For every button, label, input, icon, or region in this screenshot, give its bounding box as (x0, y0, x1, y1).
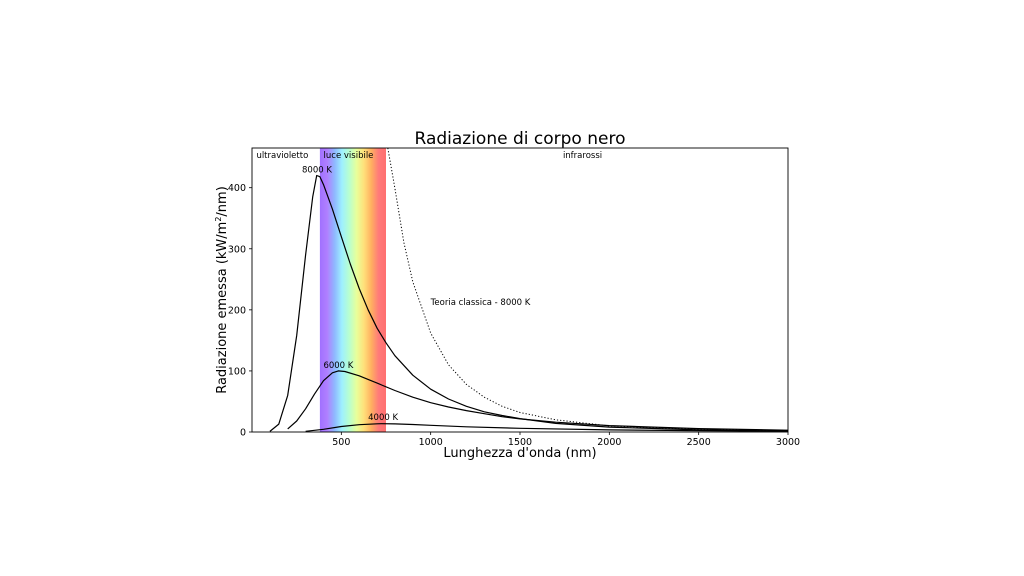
y-tick-label: 400 (228, 183, 246, 194)
region-labels: ultravioletto luce visibile infrarossi (256, 151, 602, 161)
chart-title: Radiazione di corpo nero (415, 129, 626, 149)
curve-label: 4000 K (368, 413, 398, 423)
curve-label: Teoria classica - 8000 K (430, 298, 531, 308)
x-axis-ticks: 500 1000 1500 2000 2500 3000 (332, 432, 800, 448)
y-axis-label-sup: 2 (214, 217, 223, 222)
region-label: infrarossi (563, 151, 602, 161)
y-tick-label: 200 (228, 305, 246, 316)
curve-label: 8000 K (302, 165, 332, 175)
y-tick-label: 0 (240, 428, 246, 439)
series-line-4000k (305, 423, 788, 432)
y-axis-label-end: /nm) (215, 186, 230, 216)
y-tick-label: 300 (228, 244, 246, 255)
x-tick-label: 3000 (776, 437, 800, 448)
x-tick-label: 2500 (687, 437, 711, 448)
y-tick-label: 100 (228, 366, 246, 377)
region-label: luce visibile (324, 151, 374, 161)
curve-label: 6000 K (323, 361, 353, 371)
x-tick-label: 1000 (419, 437, 443, 448)
curve-labels: 8000 K 6000 K 4000 K Teoria classica - 8000… (302, 165, 531, 422)
y-axis-label-main: Radiazione emessa (kW/m (215, 222, 230, 394)
visible-light-band (319, 148, 386, 432)
series-line-6000k (287, 370, 788, 431)
x-tick-label: 500 (332, 437, 350, 448)
y-axis-label: Radiazione emessa (kW/m2/nm) (214, 186, 230, 394)
region-label: ultravioletto (256, 151, 308, 161)
x-tick-label: 2000 (597, 437, 621, 448)
curves-layer (269, 148, 788, 432)
series-line-classical-theory (387, 148, 788, 432)
series-line-8000k (269, 174, 788, 432)
y-axis-ticks: 0 100 200 300 400 (228, 183, 252, 439)
x-axis-label: Lunghezza d'onda (nm) (443, 446, 596, 461)
x-tick-label: 1500 (508, 437, 532, 448)
